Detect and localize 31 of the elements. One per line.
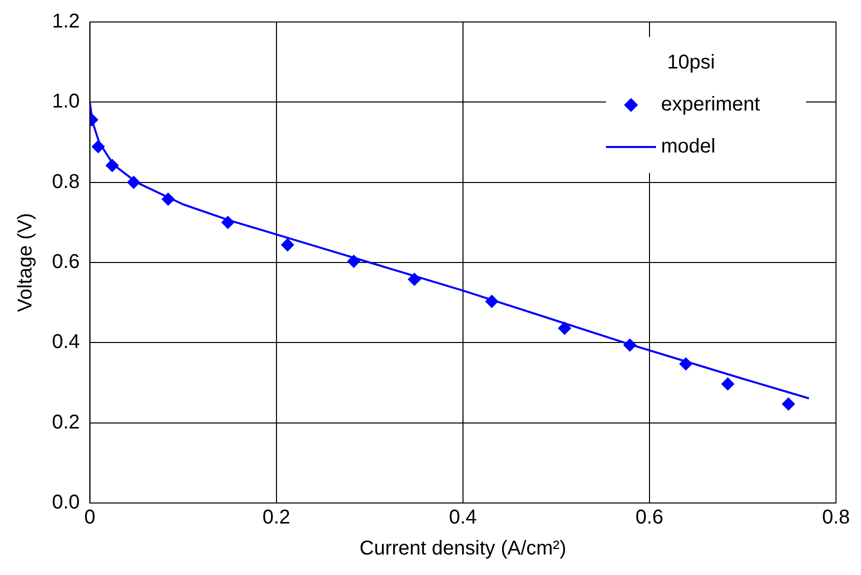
y-axis-title: Voltage (V) — [14, 213, 37, 312]
y-tick-label: 0.0 — [52, 492, 80, 514]
point — [347, 254, 360, 268]
point — [782, 397, 795, 410]
legend-label: experiment — [661, 94, 760, 116]
point — [623, 338, 636, 352]
point — [162, 192, 175, 206]
y-tick-label: 1.2 — [52, 10, 80, 33]
point — [221, 216, 234, 229]
y-tick-label: 1.0 — [52, 90, 80, 113]
point — [721, 377, 734, 390]
point — [408, 272, 421, 286]
x-tick-label: 0.4 — [448, 506, 477, 529]
point — [558, 322, 572, 335]
point — [127, 176, 140, 189]
point — [679, 357, 692, 370]
point — [281, 238, 294, 252]
x-tick-label: 0 — [84, 506, 96, 529]
x-tick-label: 0.6 — [636, 506, 664, 529]
point — [92, 140, 105, 154]
x-tick-label: 0.8 — [822, 506, 850, 529]
y-tick-label: 0.6 — [52, 251, 80, 274]
point — [485, 294, 498, 308]
y-tick-label: 0.4 — [52, 331, 80, 354]
y-tick-label: 0.8 — [52, 170, 80, 193]
x-axis-title: Current density (A/cm²) — [360, 538, 566, 560]
legend-title: 10psi — [667, 52, 715, 74]
x-tick-label: 0.2 — [262, 506, 290, 529]
point — [106, 159, 119, 172]
legend-label: model — [661, 136, 716, 158]
y-tick-label: 0.2 — [52, 411, 80, 434]
